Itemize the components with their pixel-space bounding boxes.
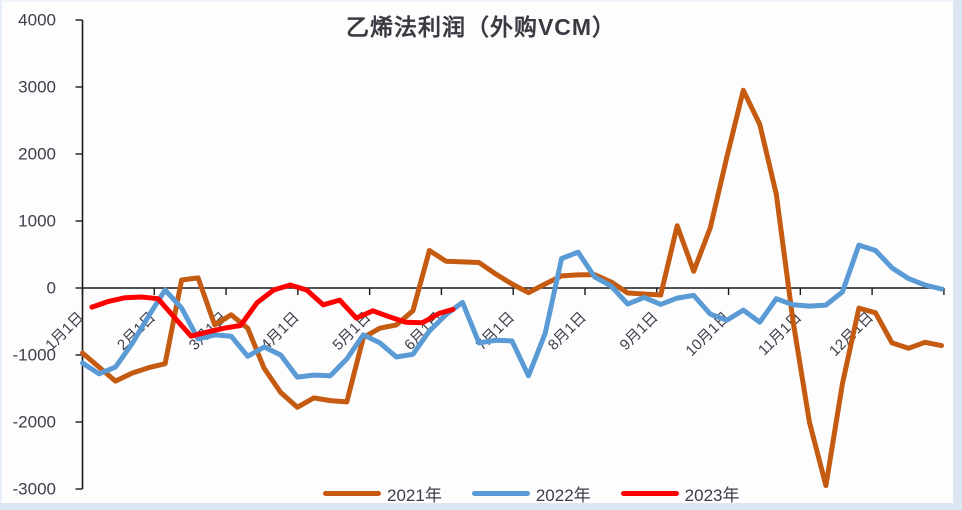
window-edge-top — [0, 0, 962, 2]
window-edge-left — [0, 0, 2, 510]
y-axis-label: -3000 — [13, 480, 56, 499]
y-axis-label: 4000 — [18, 11, 56, 30]
x-axis-label: 10月1日 — [682, 309, 733, 360]
legend-item-2021年: 2021年 — [323, 481, 442, 506]
legend-label-2022年: 2022年 — [535, 486, 591, 505]
legend-item-2022年: 2022年 — [471, 481, 591, 506]
y-axis-label: 3000 — [18, 78, 56, 97]
legend-label-2021年: 2021年 — [387, 486, 442, 505]
x-axis-label: 9月1日 — [617, 309, 662, 354]
legend: 2021年 2022年 2023年 — [323, 481, 739, 506]
y-axis-label: 0 — [47, 279, 56, 298]
window-edge-right — [953, 0, 962, 510]
legend-label-2023年: 2023年 — [684, 486, 740, 505]
x-axis-label: 7月1日 — [473, 309, 518, 354]
y-axis-label: 1000 — [18, 212, 56, 231]
legend-item-2023年: 2023年 — [620, 481, 740, 506]
y-axis-label: -1000 — [13, 346, 56, 365]
series-line-2022年 — [80, 242, 944, 380]
legend-swatch-2022年 — [471, 491, 530, 496]
x-axis-label: 1月1日 — [42, 309, 87, 354]
series-line-2023年 — [89, 282, 456, 339]
window-edge-bottom — [0, 503, 962, 510]
series-line-2021年 — [80, 87, 944, 489]
y-axis-label: -2000 — [13, 413, 56, 432]
legend-swatch-2021年 — [323, 491, 381, 496]
legend-swatch-2023年 — [620, 491, 679, 496]
chart-title: 乙烯法利润（外购VCM） — [345, 14, 617, 40]
y-axis-label: 2000 — [18, 145, 56, 164]
